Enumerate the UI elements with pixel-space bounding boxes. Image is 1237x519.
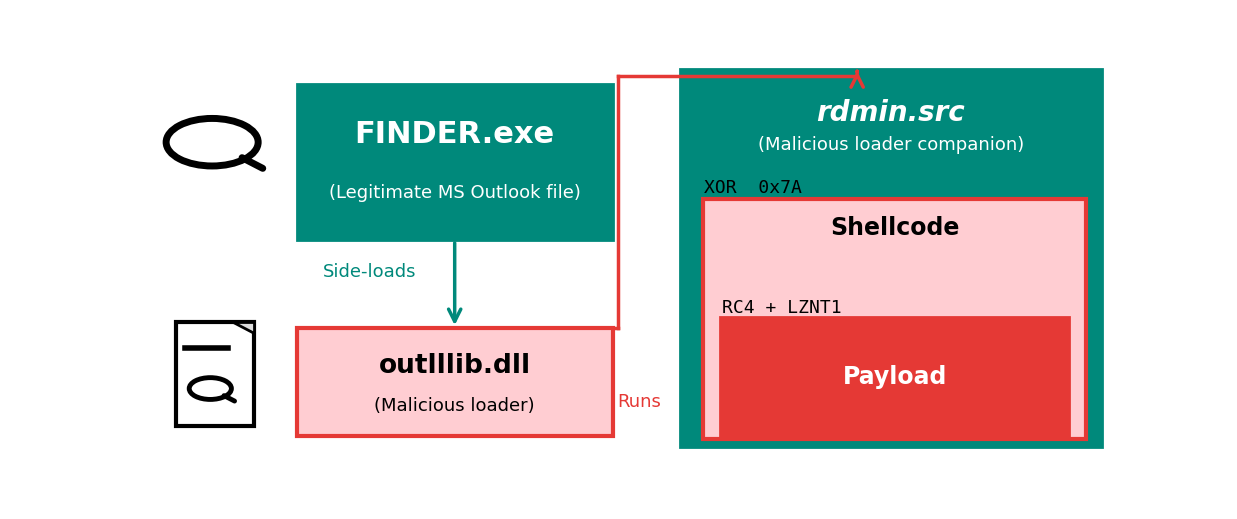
Bar	[703, 199, 1086, 439]
Polygon shape	[234, 322, 255, 333]
Text: XOR  0x7A: XOR 0x7A	[704, 179, 802, 197]
Text: (Malicious loader): (Malicious loader)	[375, 397, 536, 415]
Text: RC4 + LZNT1: RC4 + LZNT1	[722, 299, 842, 317]
Text: Side-loads: Side-loads	[323, 263, 417, 281]
Bar	[680, 69, 1102, 447]
Text: outlllib.dll: outlllib.dll	[379, 353, 531, 379]
Text: (Legitimate MS Outlook file): (Legitimate MS Outlook file)	[329, 184, 580, 202]
Text: Shellcode: Shellcode	[830, 216, 960, 240]
Bar	[297, 84, 612, 240]
Text: FINDER.exe: FINDER.exe	[355, 120, 554, 148]
Bar	[297, 328, 612, 436]
Text: Payload: Payload	[842, 365, 946, 389]
Bar	[720, 317, 1069, 437]
Text: (Malicious loader companion): (Malicious loader companion)	[758, 135, 1024, 154]
Text: Runs: Runs	[617, 393, 662, 411]
Bar	[176, 322, 255, 426]
Text: rdmin.src: rdmin.src	[816, 99, 965, 127]
